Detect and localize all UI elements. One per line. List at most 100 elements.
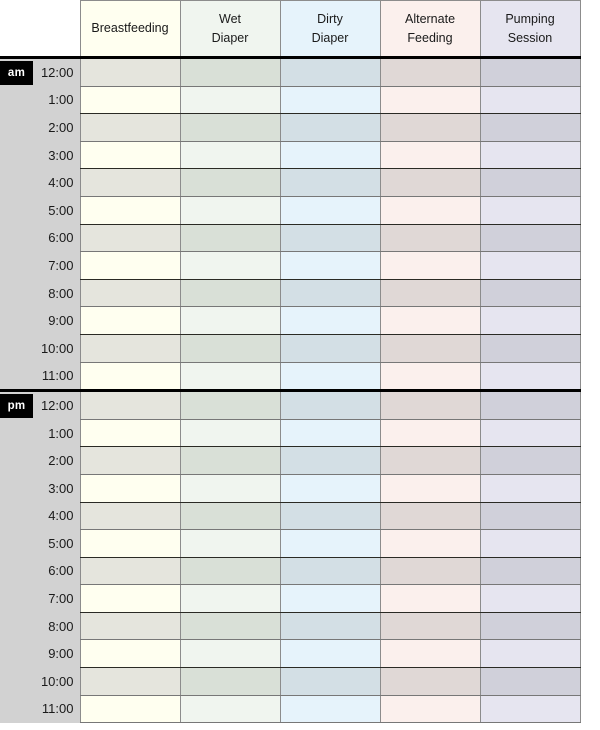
log-cell-ps[interactable] [479,667,581,696]
log-cell-dd[interactable] [279,306,381,335]
log-cell-ps[interactable] [479,113,581,142]
log-cell-bf[interactable] [79,419,181,448]
log-cell-af[interactable] [379,612,481,641]
log-cell-wd[interactable] [179,639,281,669]
log-cell-bf[interactable] [79,584,181,613]
log-cell-dd[interactable] [279,168,381,197]
log-cell-wd[interactable] [179,224,281,253]
log-cell-ps[interactable] [479,446,581,475]
log-cell-wd[interactable] [179,279,281,308]
log-cell-dd[interactable] [279,419,381,448]
log-cell-ps[interactable] [479,168,581,197]
log-cell-wd[interactable] [179,667,281,696]
log-cell-bf[interactable] [79,474,181,503]
log-cell-dd[interactable] [279,529,381,558]
log-cell-bf[interactable] [79,362,181,392]
log-cell-dd[interactable] [279,584,381,613]
log-cell-dd[interactable] [279,224,381,253]
log-cell-ps[interactable] [479,557,581,586]
log-cell-dd[interactable] [279,279,381,308]
log-cell-bf[interactable] [79,502,181,531]
log-cell-af[interactable] [379,529,481,558]
log-cell-wd[interactable] [179,474,281,503]
log-cell-ps[interactable] [479,334,581,363]
log-cell-af[interactable] [379,279,481,308]
log-cell-ps[interactable] [479,419,581,448]
log-cell-wd[interactable] [179,57,281,87]
log-cell-wd[interactable] [179,389,281,420]
log-cell-bf[interactable] [79,306,181,335]
log-cell-wd[interactable] [179,251,281,280]
log-cell-bf[interactable] [79,196,181,225]
log-cell-af[interactable] [379,141,481,170]
log-cell-af[interactable] [379,196,481,225]
log-cell-wd[interactable] [179,141,281,170]
log-cell-dd[interactable] [279,113,381,142]
log-cell-dd[interactable] [279,141,381,170]
log-cell-af[interactable] [379,251,481,280]
log-cell-af[interactable] [379,86,481,115]
log-cell-wd[interactable] [179,529,281,558]
log-cell-bf[interactable] [79,695,181,724]
log-cell-wd[interactable] [179,584,281,613]
log-cell-ps[interactable] [479,57,581,87]
log-cell-ps[interactable] [479,639,581,669]
log-cell-dd[interactable] [279,57,381,87]
log-cell-dd[interactable] [279,389,381,420]
log-cell-wd[interactable] [179,612,281,641]
log-cell-ps[interactable] [479,474,581,503]
log-cell-ps[interactable] [479,224,581,253]
log-cell-bf[interactable] [79,251,181,280]
log-cell-af[interactable] [379,639,481,669]
log-cell-dd[interactable] [279,557,381,586]
log-cell-bf[interactable] [79,141,181,170]
log-cell-wd[interactable] [179,334,281,363]
log-cell-dd[interactable] [279,639,381,669]
log-cell-dd[interactable] [279,362,381,392]
log-cell-wd[interactable] [179,695,281,724]
log-cell-wd[interactable] [179,557,281,586]
log-cell-bf[interactable] [79,86,181,115]
log-cell-af[interactable] [379,557,481,586]
log-cell-dd[interactable] [279,334,381,363]
log-cell-wd[interactable] [179,113,281,142]
log-cell-bf[interactable] [79,224,181,253]
log-cell-wd[interactable] [179,196,281,225]
log-cell-af[interactable] [379,306,481,335]
log-cell-bf[interactable] [79,334,181,363]
log-cell-dd[interactable] [279,612,381,641]
log-cell-dd[interactable] [279,446,381,475]
log-cell-ps[interactable] [479,86,581,115]
log-cell-dd[interactable] [279,251,381,280]
log-cell-ps[interactable] [479,529,581,558]
log-cell-af[interactable] [379,389,481,420]
log-cell-wd[interactable] [179,362,281,392]
log-cell-dd[interactable] [279,667,381,696]
log-cell-ps[interactable] [479,502,581,531]
log-cell-af[interactable] [379,695,481,724]
log-cell-af[interactable] [379,224,481,253]
log-cell-ps[interactable] [479,306,581,335]
log-cell-af[interactable] [379,446,481,475]
log-cell-dd[interactable] [279,86,381,115]
log-cell-af[interactable] [379,474,481,503]
log-cell-bf[interactable] [79,667,181,696]
log-cell-af[interactable] [379,362,481,392]
log-cell-bf[interactable] [79,168,181,197]
log-cell-bf[interactable] [79,446,181,475]
log-cell-dd[interactable] [279,474,381,503]
log-cell-wd[interactable] [179,419,281,448]
log-cell-af[interactable] [379,667,481,696]
log-cell-ps[interactable] [479,362,581,392]
log-cell-ps[interactable] [479,279,581,308]
log-cell-bf[interactable] [79,612,181,641]
log-cell-wd[interactable] [179,168,281,197]
log-cell-ps[interactable] [479,141,581,170]
log-cell-bf[interactable] [79,57,181,87]
log-cell-ps[interactable] [479,695,581,724]
log-cell-dd[interactable] [279,196,381,225]
log-cell-bf[interactable] [79,529,181,558]
log-cell-af[interactable] [379,419,481,448]
log-cell-bf[interactable] [79,279,181,308]
log-cell-ps[interactable] [479,196,581,225]
